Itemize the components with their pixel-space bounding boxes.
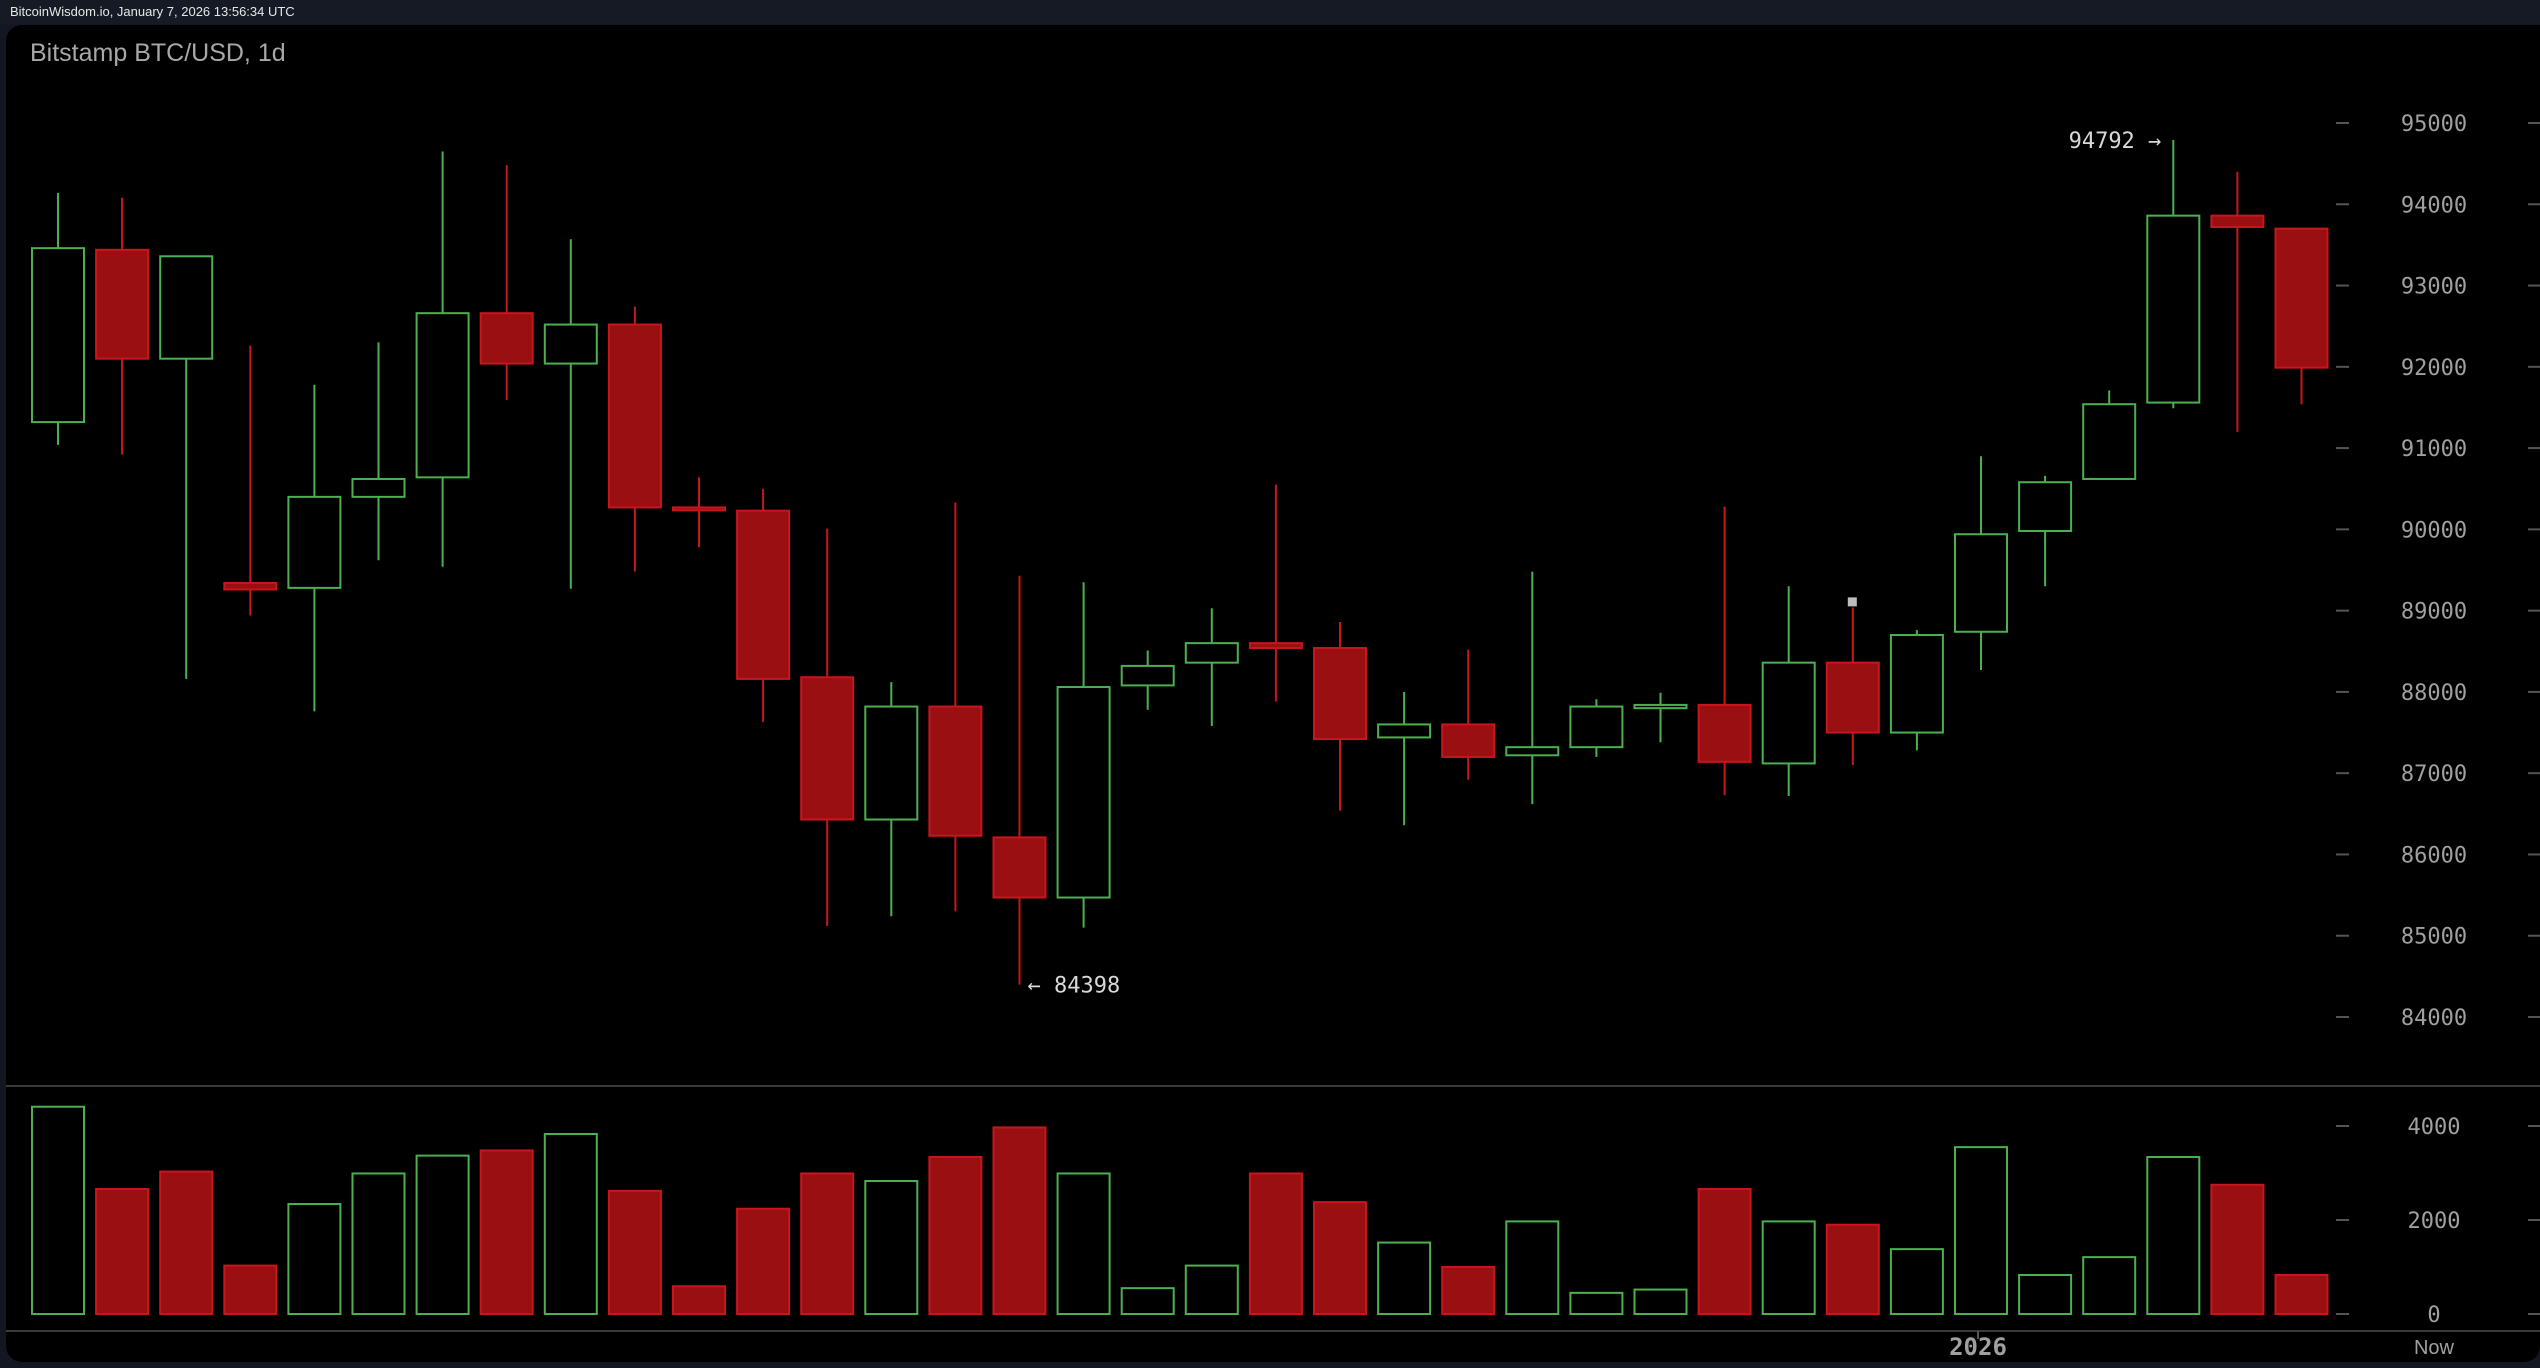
candle-down[interactable] [736, 509, 791, 680]
volume-bar[interactable] [1505, 1220, 1560, 1316]
volume-bar[interactable] [607, 1189, 662, 1315]
candle-down[interactable] [1313, 647, 1367, 741]
volume-bar[interactable] [1377, 1241, 1432, 1316]
volume-bar[interactable] [287, 1203, 342, 1316]
candle-up[interactable] [2082, 403, 2137, 480]
candle-up[interactable] [1377, 723, 1432, 739]
volume-bar[interactable] [1825, 1223, 1880, 1315]
volume-bar[interactable] [1441, 1266, 1496, 1315]
volume-bar[interactable] [2210, 1183, 2265, 1315]
high-annotation: 94792 → [2069, 129, 2162, 154]
candle-down[interactable] [800, 676, 855, 821]
price-axis-label: 84000 [2401, 1006, 2467, 1031]
candle-up[interactable] [1761, 661, 1816, 765]
candle-up[interactable] [31, 247, 85, 424]
volume-bar[interactable] [1184, 1264, 1239, 1315]
candle-up[interactable] [1120, 664, 1175, 687]
volume-bar[interactable] [992, 1126, 1047, 1316]
candle-down[interactable] [479, 312, 534, 365]
x-label-2026: 2026 [1949, 1333, 2007, 1361]
volume-bar[interactable] [2274, 1273, 2329, 1315]
volume-bar[interactable] [31, 1105, 85, 1315]
price-axis-label: 94000 [2401, 193, 2467, 218]
candle-down[interactable] [223, 582, 278, 591]
candle-up[interactable] [1889, 634, 1944, 734]
volume-bar[interactable] [415, 1154, 470, 1315]
volume-bar[interactable] [1633, 1288, 1688, 1316]
volume-bar[interactable] [864, 1179, 919, 1315]
candle-down[interactable] [1697, 703, 1752, 763]
candle-up[interactable] [2018, 481, 2073, 532]
volume-bar[interactable] [351, 1172, 406, 1315]
candle-up[interactable] [1505, 746, 1560, 757]
price-axis-label: 90000 [2401, 518, 2467, 543]
candle-down[interactable] [607, 323, 662, 509]
price-axis-label: 91000 [2401, 437, 2467, 462]
volume-bar[interactable] [2146, 1156, 2201, 1316]
volume-axis-label: 2000 [2408, 1209, 2461, 1234]
source-timestamp: BitcoinWisdom.io, January 7, 2026 13:56:… [10, 4, 295, 19]
price-axis-label: 93000 [2401, 275, 2467, 300]
candle-up[interactable] [1633, 703, 1688, 710]
volume-bar[interactable] [479, 1149, 534, 1315]
volume-bar[interactable] [2018, 1273, 2073, 1315]
candle-down[interactable] [2274, 227, 2329, 369]
candle-up[interactable] [351, 477, 406, 498]
price-axis-label: 95000 [2401, 112, 2467, 137]
volume-bar[interactable] [2082, 1256, 2137, 1316]
candle-up[interactable] [287, 495, 342, 589]
volume-axis-label: 0 [2427, 1303, 2440, 1328]
candle-up[interactable] [543, 323, 598, 365]
candle-down[interactable] [928, 705, 983, 837]
candle-up[interactable] [1184, 642, 1239, 664]
volume-axis-label: 4000 [2408, 1115, 2461, 1140]
top-bar: BitcoinWisdom.io, January 7, 2026 13:56:… [0, 0, 2540, 24]
volume-bar[interactable] [223, 1264, 278, 1315]
price-axis-label: 86000 [2401, 843, 2467, 868]
chart-title: Bitstamp BTC/USD, 1d [30, 39, 286, 67]
candle-up[interactable] [1954, 533, 2008, 633]
candle-up[interactable] [864, 705, 919, 821]
volume-bar[interactable] [159, 1170, 214, 1315]
volume-bar[interactable] [1889, 1248, 1944, 1316]
candle-down[interactable] [1441, 723, 1496, 758]
price-axis-label: 89000 [2401, 600, 2467, 625]
candle-down[interactable] [672, 506, 726, 512]
volume-bar[interactable] [1120, 1287, 1175, 1316]
price-axis-label: 92000 [2401, 356, 2467, 381]
volume-bar[interactable] [1248, 1172, 1303, 1315]
price-axis-label: 87000 [2401, 762, 2467, 787]
volume-bar[interactable] [1056, 1172, 1111, 1315]
volume-bar[interactable] [543, 1132, 598, 1315]
candle-down[interactable] [95, 248, 150, 360]
candle-up[interactable] [1056, 686, 1111, 899]
volume-bar[interactable] [1761, 1220, 1816, 1316]
low-annotation: ← 84398 [1028, 974, 1121, 999]
candle-down[interactable] [992, 836, 1047, 899]
candle-up[interactable] [1569, 705, 1624, 749]
candle-up[interactable] [415, 312, 470, 479]
candle-up[interactable] [159, 255, 214, 360]
x-label-now: Now [2414, 1337, 2455, 1359]
marker-square-icon [1847, 597, 1857, 607]
candle-down[interactable] [2210, 214, 2265, 229]
price-axis-label: 85000 [2401, 925, 2467, 950]
volume-bar[interactable] [1313, 1201, 1367, 1316]
price-axis-label: 88000 [2401, 681, 2467, 706]
chart-panel[interactable]: Bitstamp BTC/USD, 1d 84000 85000 86000 8700… [6, 25, 2540, 1362]
volume-bar[interactable] [672, 1285, 726, 1316]
volume-bar[interactable] [1569, 1291, 1624, 1315]
volume-bar[interactable] [1954, 1146, 2008, 1316]
volume-bar[interactable] [736, 1207, 791, 1315]
candle-down[interactable] [1825, 661, 1880, 734]
chart-canvas[interactable]: 84000 85000 86000 87000 88000 89000 90000 91000… [6, 25, 2540, 1362]
candle-down[interactable] [1248, 642, 1303, 650]
volume-bar[interactable] [928, 1156, 983, 1316]
volume-bar[interactable] [95, 1187, 150, 1315]
volume-bar[interactable] [1697, 1187, 1752, 1315]
volume-bar[interactable] [800, 1172, 855, 1315]
candle-up[interactable] [2146, 214, 2201, 404]
